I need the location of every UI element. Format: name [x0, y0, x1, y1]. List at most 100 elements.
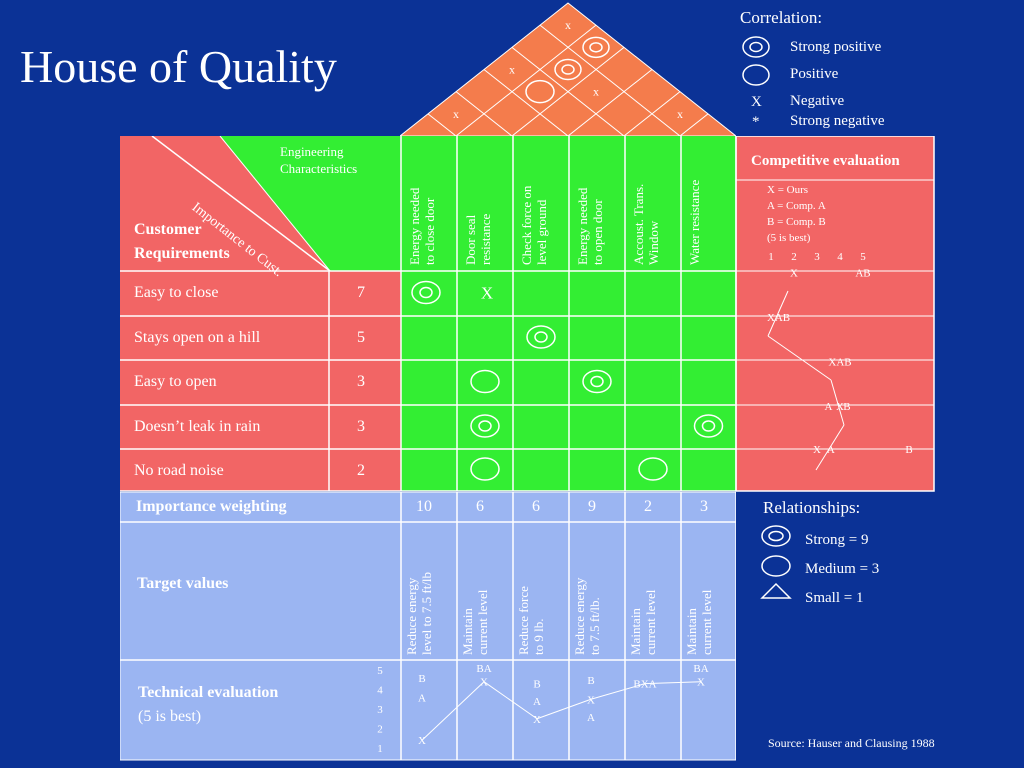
strong-relationship-icon	[526, 325, 556, 349]
tech-scale-2: 2	[377, 724, 383, 736]
legend-positive: Positive	[790, 66, 839, 82]
tech-mark: A	[418, 692, 426, 704]
comp-legend-b: B = Comp. B	[767, 216, 826, 228]
customer-requirement-5: No road noise	[134, 462, 224, 479]
tech-mark: BA	[693, 663, 708, 675]
legend-negative: Negative	[790, 93, 845, 109]
strong-relationship-icon	[411, 280, 441, 305]
engineering-characteristic-4: Energy needed to open door	[575, 187, 605, 265]
tech-scale-1: 1	[377, 743, 383, 755]
competitive-evaluation-block	[736, 136, 934, 491]
target-value-6: Maintain current level	[684, 589, 714, 655]
tech-mark: X	[418, 735, 426, 747]
comp-mark: B	[843, 401, 850, 413]
engineering-characteristic-6: Water resistance	[687, 179, 702, 265]
target-value-5: Maintain current level	[628, 589, 658, 655]
relationship-symbols: X	[411, 280, 724, 481]
importance-value-1: 7	[357, 284, 365, 301]
strong-positive-correlation-icon	[554, 58, 582, 81]
customer-requirement-1: Easy to close	[134, 284, 219, 301]
tech-mark: X	[533, 714, 541, 726]
strong-relationship-icon	[693, 414, 724, 438]
legend-strong-negative: Strong negative	[790, 113, 885, 129]
target-value-3: Reduce force to 9 lb.	[516, 586, 546, 655]
competitive-evaluation-heading: Competitive evaluation	[751, 153, 900, 169]
legend-small: Small = 1	[805, 590, 864, 606]
technical-evaluation-sublabel: (5 is best)	[138, 708, 202, 725]
comp-scale-2: 2	[791, 251, 797, 263]
matrix-grid	[120, 136, 935, 492]
importance-weight-6: 3	[700, 498, 708, 515]
correlation-roof: x x x x x	[400, 2, 736, 136]
comp-scale-4: 4	[837, 251, 843, 263]
legend-medium: Medium = 3	[805, 561, 880, 577]
technical-evaluation-label: Technical evaluation	[138, 684, 279, 701]
customer-requirement-4: Doesn’t leak in rain	[134, 418, 261, 435]
customer-requirement-2: Stays open on a hill	[134, 329, 261, 346]
lower-grid	[120, 492, 736, 761]
competitive-legend: X = Ours A = Comp. A B = Comp. B (5 is b…	[767, 182, 826, 246]
tech-mark: B	[587, 675, 594, 687]
target-value-4: Reduce energy to 7.5 ft/lb.	[572, 577, 602, 655]
comp-mark: X	[790, 268, 798, 280]
medium-relationship-icon	[638, 457, 668, 481]
target-values-label: Target values	[137, 575, 229, 592]
tech-mark: B	[418, 673, 425, 685]
importance-weight-5: 2	[644, 498, 652, 515]
comp-scale-5: 5	[860, 251, 866, 263]
correlation-legend-symbols	[742, 36, 770, 86]
importance-value-4: 3	[357, 418, 365, 435]
comp-mark: AB	[855, 268, 870, 280]
strong-positive-correlation-icon	[582, 36, 610, 59]
relationships-legend-heading: Relationships:	[763, 498, 861, 517]
engineering-characteristics-label: Engineering Characteristics	[280, 144, 358, 176]
corner-header	[151, 136, 401, 271]
comp-legend-a: A = Comp. A	[767, 200, 826, 212]
comp-mark: XAB	[828, 357, 851, 369]
legend-strong-positive: Strong positive	[790, 39, 882, 55]
target-value-2: Maintain current level	[460, 589, 490, 655]
engineering-characteristic-1: Energy needed to close door	[407, 187, 437, 265]
tech-mark: X	[697, 677, 705, 689]
comp-mark: A	[825, 401, 833, 413]
engineering-characteristic-5: Accoust. Trans. Window	[631, 183, 661, 265]
negative-correlation-mark: x	[593, 85, 599, 99]
negative-correlation-mark: x	[565, 18, 571, 32]
importance-weight-2: 6	[476, 498, 484, 515]
medium-relationship-icon	[470, 457, 500, 481]
double-circle-icon	[761, 525, 791, 547]
tech-mark: BA	[476, 663, 491, 675]
tech-mark: BXA	[633, 679, 656, 691]
negative-correlation-mark: x	[453, 107, 459, 121]
tech-scale-5: 5	[377, 665, 383, 677]
circle-icon	[742, 64, 770, 86]
positive-correlation-icon	[525, 79, 555, 104]
comp-mark: A	[827, 444, 835, 456]
strong-negative-symbol: *	[752, 114, 760, 130]
tech-mark: X	[480, 677, 488, 689]
comp-mark: X	[813, 444, 821, 456]
negative-correlation-mark: x	[677, 107, 683, 121]
comp-mark: AB	[775, 312, 790, 324]
page-title: House of Quality	[20, 41, 337, 92]
strong-relationship-icon	[582, 369, 612, 394]
target-value-1: Reduce energy level to 7.5 ft/lb	[404, 571, 434, 655]
tech-scale-4: 4	[377, 685, 383, 697]
negative-correlation-mark: x	[509, 63, 515, 77]
tech-mark: B	[533, 679, 540, 691]
importance-weight-4: 9	[588, 498, 596, 515]
tech-mark: A	[587, 712, 595, 724]
customer-requirement-3: Easy to open	[134, 373, 217, 390]
importance-value-2: 5	[357, 329, 365, 346]
relationship-x-mark: X	[481, 284, 493, 303]
importance-value-3: 3	[357, 373, 365, 390]
engineering-characteristic-2: Door seal resistance	[463, 213, 493, 265]
importance-value-5: 2	[357, 462, 365, 479]
circle-icon	[761, 555, 791, 577]
comp-mark: B	[905, 444, 912, 456]
comp-legend-ours: X = Ours	[767, 184, 809, 196]
engineering-characteristic-3: Check force on level ground	[519, 185, 549, 265]
importance-weight-3: 6	[532, 498, 540, 515]
legend-strong: Strong = 9	[805, 532, 869, 548]
